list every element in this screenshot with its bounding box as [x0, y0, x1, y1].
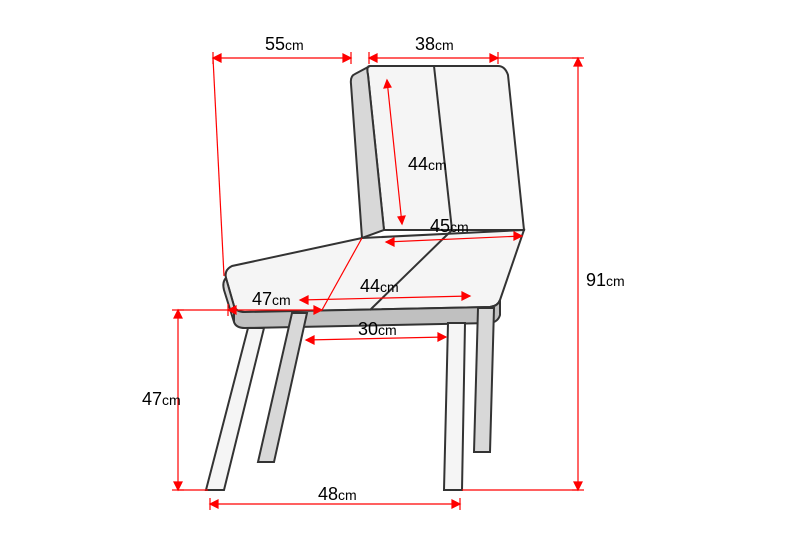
dim-depth-top-unit: cm [285, 37, 304, 53]
chair-leg-back-left [258, 313, 307, 462]
chair-leg-front-right [444, 323, 465, 490]
chair-dimension-diagram: 55cm 38cm 44cm 45cm 44cm 47cm 30cm 91cm … [0, 0, 800, 533]
svg-text:30cm: 30cm [358, 319, 397, 339]
svg-text:47cm: 47cm [252, 289, 291, 309]
svg-text:91cm: 91cm [586, 270, 625, 290]
svg-text:48cm: 48cm [318, 484, 357, 504]
dim-seat-depth-value: 47 [252, 289, 272, 309]
dim-back-top-width-unit: cm [435, 37, 454, 53]
dim-seat-depth-unit: cm [272, 292, 291, 308]
chair-leg-front-left [206, 328, 264, 490]
dim-floor-width-unit: cm [338, 487, 357, 503]
svg-text:44cm: 44cm [408, 154, 447, 174]
svg-text:47cm: 47cm [142, 389, 181, 409]
chair-backrest-front [367, 66, 524, 230]
dim-leg-spacing-unit: cm [378, 322, 397, 338]
dim-seat-width-unit: cm [380, 279, 399, 295]
chair-leg-back-right [474, 308, 494, 452]
dim-seat-back-width-unit: cm [450, 219, 469, 235]
dim-seat-back-width-value: 45 [430, 216, 450, 236]
dim-seat-floor-height-value: 47 [142, 389, 162, 409]
svg-text:44cm: 44cm [360, 276, 399, 296]
dim-seat-floor-height-unit: cm [162, 392, 181, 408]
dim-back-height-unit: cm [428, 157, 447, 173]
dim-depth-top-value: 55 [265, 34, 285, 54]
dim-total-height-unit: cm [606, 273, 625, 289]
dim-seat-width-value: 44 [360, 276, 380, 296]
dim-back-top-width-value: 38 [415, 34, 435, 54]
dim-floor-width-value: 48 [318, 484, 338, 504]
svg-text:55cm: 55cm [265, 34, 304, 54]
svg-text:45cm: 45cm [430, 216, 469, 236]
dim-back-height-value: 44 [408, 154, 428, 174]
svg-text:38cm: 38cm [415, 34, 454, 54]
dim-leg-spacing-value: 30 [358, 319, 378, 339]
dim-total-height-value: 91 [586, 270, 606, 290]
